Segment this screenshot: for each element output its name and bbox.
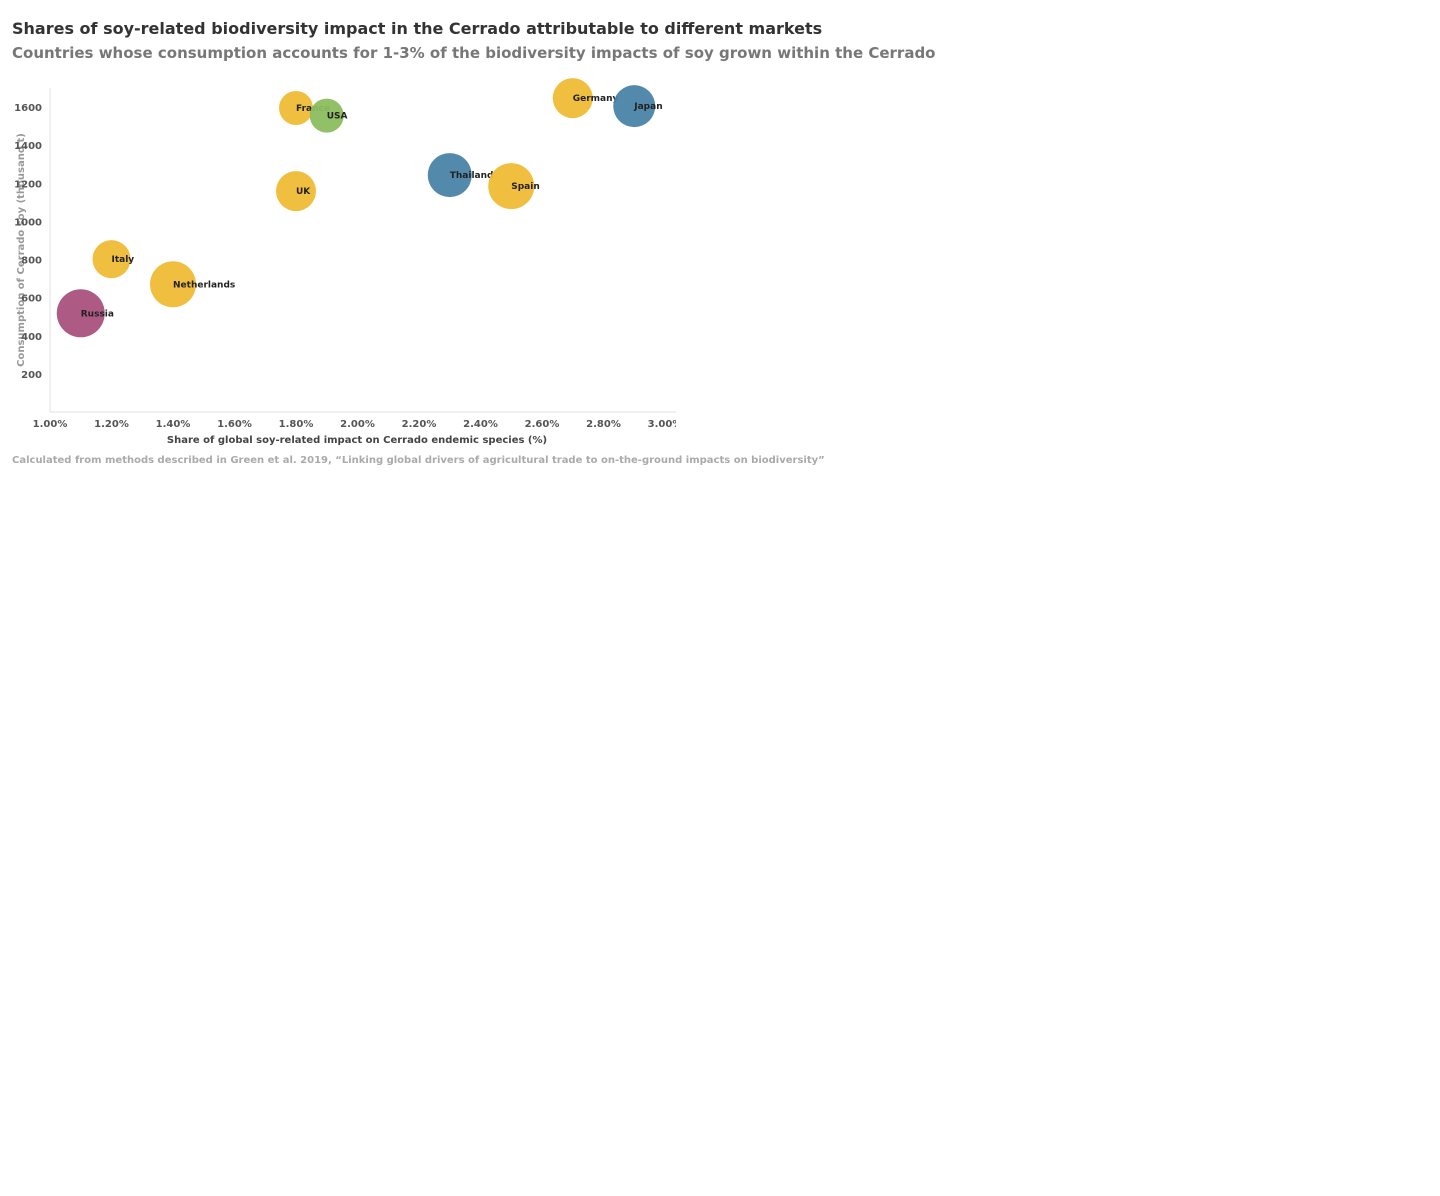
chart-title: Shares of soy-related biodiversity impac… (12, 19, 822, 38)
point-label: UK (296, 187, 311, 197)
y-tick-label: 600 (21, 294, 42, 305)
point-label: Japan (633, 102, 662, 112)
point-label: Germany (573, 94, 619, 104)
x-tick-label: 2.00% (340, 419, 375, 430)
bubble (613, 85, 656, 128)
point-label: Spain (511, 182, 540, 192)
x-tick-label: 1.80% (279, 419, 314, 430)
x-axis-label: Share of global soy-related impact on Ce… (167, 435, 547, 446)
point-label: Russia (81, 309, 114, 319)
bubble (488, 163, 535, 210)
y-tick-label: 800 (21, 256, 42, 267)
bubble (150, 261, 196, 308)
y-tick-label: 400 (21, 332, 42, 343)
x-tick-label: 3.00% (648, 419, 683, 430)
x-tick-label: 1.20% (94, 419, 129, 430)
bubble (427, 153, 472, 198)
y-tick-label: 1200 (14, 179, 42, 190)
y-axis-label: Consumption of Cerrado soy (thousand t) (16, 133, 27, 367)
point-label: USA (327, 112, 348, 122)
x-tick-label: 1.60% (217, 419, 252, 430)
plot: 1.00% 1.20% 1.40% 1.60% 1.80% 2.00% 2.20% 2.40%… (33, 419, 683, 430)
point-label: Thailand (450, 171, 494, 181)
bubble (279, 91, 313, 126)
y-tick-label: 1000 (14, 217, 42, 228)
x-tick-label: 2.20% (402, 419, 437, 430)
x-tick-label: 2.80% (586, 419, 621, 430)
x-tick-label: 2.60% (525, 419, 560, 430)
bubble (276, 171, 316, 212)
source-note: Calculated from methods described in Gre… (12, 455, 825, 466)
point-label: Italy (112, 255, 135, 265)
x-tick-label: 1.40% (156, 419, 191, 430)
bubble (552, 78, 593, 119)
y-tick-label: 200 (21, 370, 42, 381)
x-tick-label: 2.40% (463, 419, 498, 430)
chart-subtitle: Countries whose consumption accounts for… (12, 44, 935, 62)
y-tick-label: 1600 (14, 103, 42, 114)
x-tick-label: 1.00% (33, 419, 68, 430)
bubble (92, 240, 131, 279)
y-tick-label: 1400 (14, 141, 42, 152)
bubble (56, 289, 105, 338)
bubble (309, 98, 344, 133)
point-label: Netherlands (173, 280, 235, 290)
